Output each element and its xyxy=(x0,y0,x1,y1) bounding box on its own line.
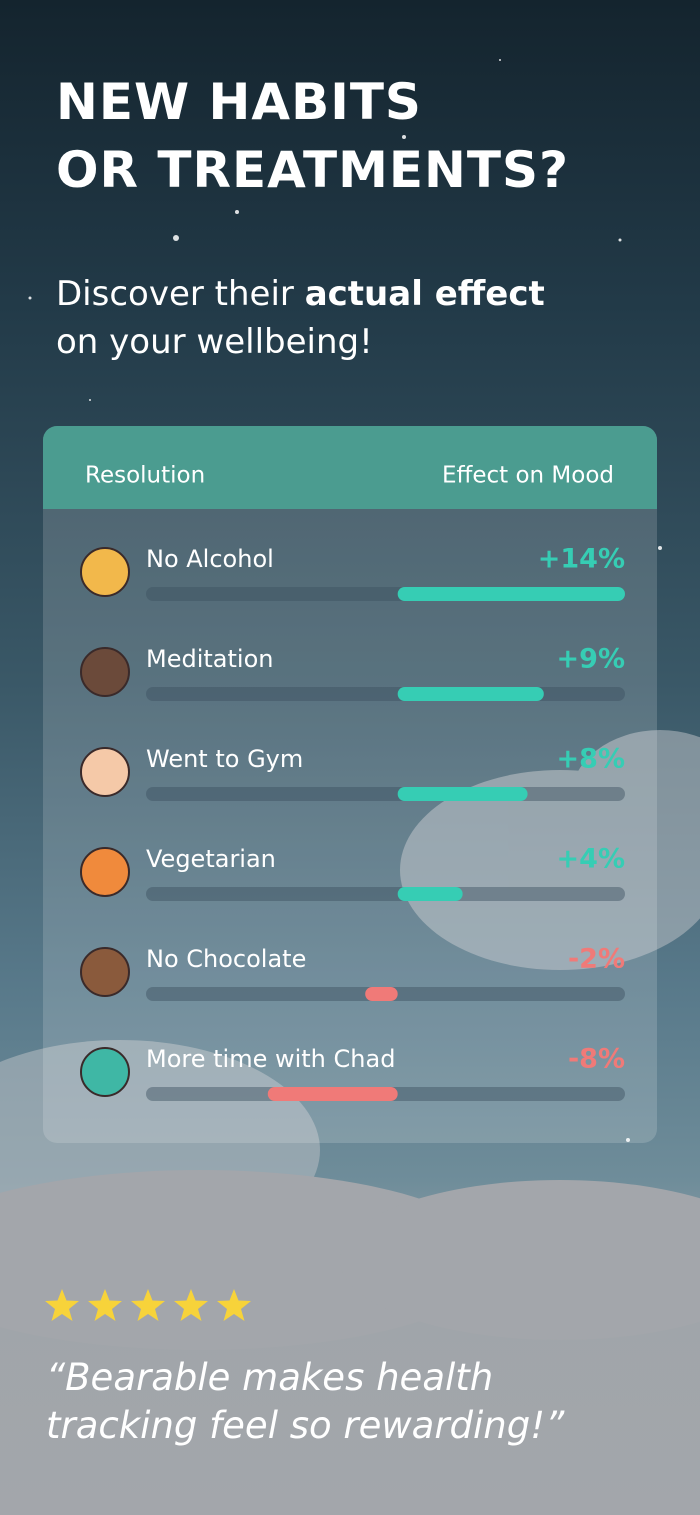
row-icon xyxy=(80,947,130,997)
row-value: +14% xyxy=(538,544,625,575)
row-icon xyxy=(80,1047,130,1097)
headline: NEW HABITS OR TREATMENTS? xyxy=(56,68,569,204)
subtitle-text: on your wellbeing! xyxy=(56,322,373,362)
row-value: +4% xyxy=(557,844,625,875)
headline-line: OR TREATMENTS? xyxy=(56,141,569,199)
effect-bar xyxy=(397,787,528,801)
row-value: -8% xyxy=(568,1044,625,1075)
subtitle: Discover their actual effect on your wel… xyxy=(56,270,545,366)
review-quote: “Bearable makes health tracking feel so … xyxy=(46,1354,564,1450)
row-icon xyxy=(80,847,130,897)
quote-line: “Bearable makes health xyxy=(46,1356,494,1399)
row-label: More time with Chad xyxy=(146,1045,395,1073)
card-body xyxy=(43,426,657,1143)
column-header: Effect on Mood xyxy=(442,463,614,489)
row-icon xyxy=(80,547,130,597)
quote-line: tracking feel so rewarding!” xyxy=(46,1404,565,1447)
effect-bar xyxy=(365,987,398,1001)
row-label: No Chocolate xyxy=(146,945,306,973)
effect-bar xyxy=(397,887,463,901)
row-label: Vegetarian xyxy=(146,845,276,873)
row-value: +9% xyxy=(557,644,625,675)
row-label: Meditation xyxy=(146,645,273,673)
row-value: +8% xyxy=(557,744,625,775)
bar-track xyxy=(146,787,625,801)
subtitle-text: Discover their xyxy=(56,274,294,314)
card-header xyxy=(43,426,657,509)
bar-track xyxy=(146,687,625,701)
row-label: Went to Gym xyxy=(146,745,303,773)
row-icon xyxy=(80,747,130,797)
subtitle-bold: actual effect xyxy=(304,274,545,314)
effect-bar xyxy=(267,1087,398,1101)
effect-bar xyxy=(397,587,625,601)
row-label: No Alcohol xyxy=(146,545,274,573)
row-icon xyxy=(80,647,130,697)
headline-line: NEW HABITS xyxy=(56,73,422,131)
effect-bar xyxy=(397,687,544,701)
effect-card: Resolution Effect on Mood No Alcohol +14%… xyxy=(43,426,657,1143)
star-rating xyxy=(45,1289,251,1321)
bar-track xyxy=(146,887,625,901)
row-value: -2% xyxy=(568,944,625,975)
column-header: Resolution xyxy=(85,463,205,489)
